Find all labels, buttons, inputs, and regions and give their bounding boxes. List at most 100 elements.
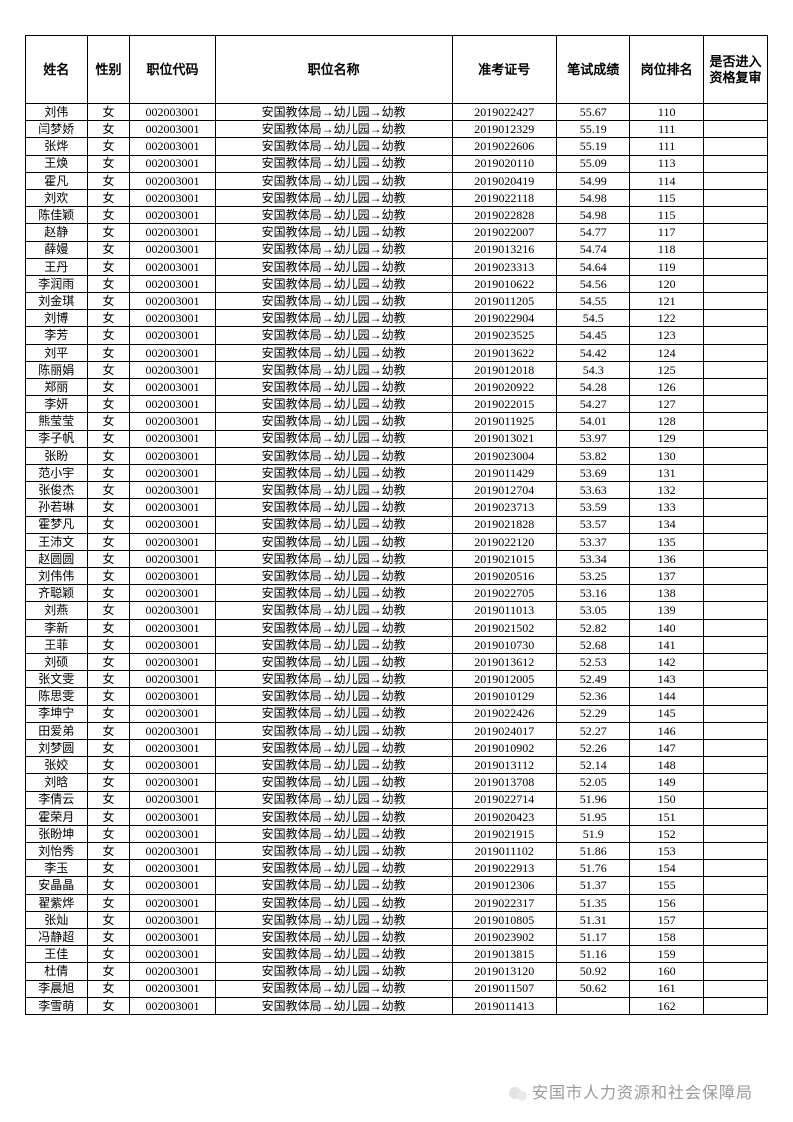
cell-exam: 2019011507 (452, 980, 556, 997)
table-row: 王菲女002003001安国教体局→幼儿园→幼教201901073052.681… (26, 636, 768, 653)
cell-exam: 2019012306 (452, 877, 556, 894)
cell-exam: 2019022317 (452, 894, 556, 911)
cell-score: 50.92 (556, 963, 629, 980)
table-row: 冯静超女002003001安国教体局→幼儿园→幼教201902390251.17… (26, 929, 768, 946)
cell-gender: 女 (87, 275, 130, 292)
cell-gender: 女 (87, 189, 130, 206)
cell-pass (703, 104, 767, 121)
table-row: 李妍女002003001安国教体局→幼儿园→幼教201902201554.271… (26, 396, 768, 413)
cell-code: 002003001 (130, 155, 215, 172)
cell-gender: 女 (87, 585, 130, 602)
table-row: 闫梦娇女002003001安国教体局→幼儿园→幼教201901232955.19… (26, 121, 768, 138)
cell-pass (703, 121, 767, 138)
cell-exam: 2019021828 (452, 516, 556, 533)
cell-rank: 155 (630, 877, 703, 894)
cell-name: 孙若琳 (26, 499, 88, 516)
cell-position: 安国教体局→幼儿园→幼教 (215, 808, 452, 825)
cell-rank: 113 (630, 155, 703, 172)
table-row: 张烨女002003001安国教体局→幼儿园→幼教201902260655.191… (26, 138, 768, 155)
cell-score: 54.5 (556, 310, 629, 327)
cell-exam: 2019022606 (452, 138, 556, 155)
cell-score: 53.05 (556, 602, 629, 619)
cell-position: 安国教体局→幼儿园→幼教 (215, 533, 452, 550)
cell-rank: 142 (630, 654, 703, 671)
header-name: 姓名 (26, 36, 88, 104)
cell-position: 安国教体局→幼儿园→幼教 (215, 825, 452, 842)
cell-pass (703, 207, 767, 224)
cell-position: 安国教体局→幼儿园→幼教 (215, 499, 452, 516)
cell-pass (703, 189, 767, 206)
cell-rank: 154 (630, 860, 703, 877)
cell-name: 刘平 (26, 344, 88, 361)
cell-rank: 139 (630, 602, 703, 619)
cell-rank: 143 (630, 671, 703, 688)
cell-pass (703, 447, 767, 464)
table-row: 郑丽女002003001安国教体局→幼儿园→幼教201902092254.281… (26, 379, 768, 396)
cell-gender: 女 (87, 447, 130, 464)
table-row: 李芳女002003001安国教体局→幼儿园→幼教201902352554.451… (26, 327, 768, 344)
cell-name: 刘金琪 (26, 293, 88, 310)
cell-exam: 2019022904 (452, 310, 556, 327)
cell-code: 002003001 (130, 808, 215, 825)
cell-pass (703, 825, 767, 842)
cell-gender: 女 (87, 516, 130, 533)
cell-position: 安国教体局→幼儿园→幼教 (215, 344, 452, 361)
cell-position: 安国教体局→幼儿园→幼教 (215, 843, 452, 860)
cell-code: 002003001 (130, 568, 215, 585)
cell-gender: 女 (87, 980, 130, 997)
cell-gender: 女 (87, 104, 130, 121)
cell-code: 002003001 (130, 585, 215, 602)
cell-name: 刘伟伟 (26, 568, 88, 585)
table-row: 王焕女002003001安国教体局→幼儿园→幼教201902011055.091… (26, 155, 768, 172)
cell-rank: 111 (630, 121, 703, 138)
cell-position: 安国教体局→幼儿园→幼教 (215, 911, 452, 928)
cell-name: 李新 (26, 619, 88, 636)
cell-code: 002003001 (130, 705, 215, 722)
cell-gender: 女 (87, 739, 130, 756)
cell-gender: 女 (87, 636, 130, 653)
cell-rank: 137 (630, 568, 703, 585)
cell-code: 002003001 (130, 533, 215, 550)
cell-name: 闫梦娇 (26, 121, 88, 138)
cell-exam: 2019010902 (452, 739, 556, 756)
header-pass: 是否进入资格复审 (703, 36, 767, 104)
cell-score: 51.16 (556, 946, 629, 963)
cell-exam: 2019013120 (452, 963, 556, 980)
cell-rank: 138 (630, 585, 703, 602)
cell-code: 002003001 (130, 413, 215, 430)
cell-position: 安国教体局→幼儿园→幼教 (215, 396, 452, 413)
cell-name: 张盼坤 (26, 825, 88, 842)
cell-pass (703, 963, 767, 980)
cell-score: 52.82 (556, 619, 629, 636)
cell-code: 002003001 (130, 482, 215, 499)
cell-code: 002003001 (130, 757, 215, 774)
cell-position: 安国教体局→幼儿园→幼教 (215, 310, 452, 327)
cell-position: 安国教体局→幼儿园→幼教 (215, 963, 452, 980)
cell-code: 002003001 (130, 344, 215, 361)
cell-exam: 2019022913 (452, 860, 556, 877)
cell-code: 002003001 (130, 275, 215, 292)
cell-rank: 130 (630, 447, 703, 464)
cell-rank: 158 (630, 929, 703, 946)
cell-rank: 121 (630, 293, 703, 310)
cell-name: 翟紫烨 (26, 894, 88, 911)
cell-position: 安国教体局→幼儿园→幼教 (215, 980, 452, 997)
cell-exam: 2019022714 (452, 791, 556, 808)
cell-exam: 2019020110 (452, 155, 556, 172)
cell-exam: 2019011205 (452, 293, 556, 310)
cell-pass (703, 946, 767, 963)
table-row: 刘金琪女002003001安国教体局→幼儿园→幼教201901120554.55… (26, 293, 768, 310)
cell-gender: 女 (87, 155, 130, 172)
cell-rank: 136 (630, 550, 703, 567)
cell-score: 55.09 (556, 155, 629, 172)
cell-gender: 女 (87, 860, 130, 877)
table-row: 李玉女002003001安国教体局→幼儿园→幼教201902291351.761… (26, 860, 768, 877)
cell-pass (703, 293, 767, 310)
cell-pass (703, 705, 767, 722)
cell-rank: 115 (630, 207, 703, 224)
cell-name: 刘梦圆 (26, 739, 88, 756)
cell-position: 安国教体局→幼儿园→幼教 (215, 258, 452, 275)
cell-exam: 2019013112 (452, 757, 556, 774)
cell-exam: 2019011429 (452, 464, 556, 481)
cell-rank: 123 (630, 327, 703, 344)
